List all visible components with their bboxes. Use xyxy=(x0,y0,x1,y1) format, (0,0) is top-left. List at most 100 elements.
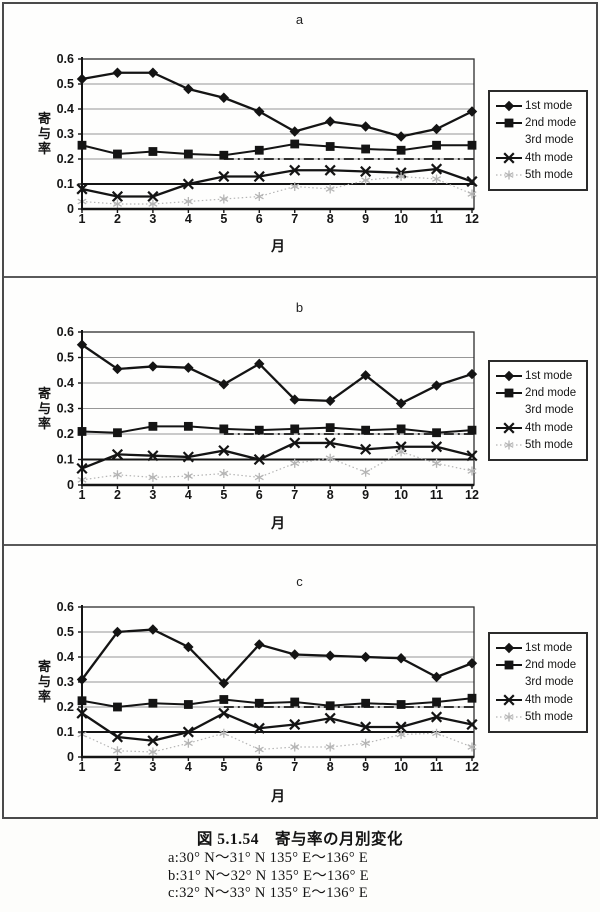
x-tick-label: 3 xyxy=(149,212,156,226)
asterisk-marker xyxy=(396,172,406,181)
asterisk-marker xyxy=(467,742,477,752)
x-marker xyxy=(182,178,194,190)
square-marker xyxy=(113,149,122,159)
asterisk-marker xyxy=(467,466,477,476)
diamond-marker xyxy=(503,370,515,381)
caption-title: 図 5.1.54 寄与率の月別変化 xyxy=(196,831,404,848)
x-marker xyxy=(218,707,230,719)
y-axis-label: 寄与率 xyxy=(36,386,51,432)
x-tick-label: 12 xyxy=(465,488,479,502)
square-marker xyxy=(148,421,158,431)
asterisk-marker xyxy=(396,447,406,457)
x-marker xyxy=(253,722,265,734)
x-tick-label: 1 xyxy=(79,212,86,226)
legend-marker-square-icon xyxy=(496,388,522,398)
y-tick-label: 0.6 xyxy=(57,52,74,66)
x-marker xyxy=(466,175,478,188)
series-5th-mode xyxy=(77,172,477,209)
asterisk-marker xyxy=(290,182,300,191)
legend-label: 3rd mode xyxy=(525,404,574,417)
x-tick-label: 12 xyxy=(465,760,479,774)
square-marker xyxy=(467,140,477,150)
x-tick-label: 5 xyxy=(220,488,227,502)
legend-entry-2nd-mode: 2nd mode xyxy=(495,114,582,131)
x-tick-label: 8 xyxy=(327,212,334,226)
legend-entry-3rd-mode: 3rd mode xyxy=(495,402,582,419)
legend-marker-blank xyxy=(495,133,523,147)
diamond-marker xyxy=(289,126,300,137)
x-marker xyxy=(324,712,336,724)
x-tick-label: 7 xyxy=(291,488,298,502)
series-2nd-mode xyxy=(77,139,477,160)
square-marker xyxy=(504,388,514,398)
x-marker xyxy=(430,711,443,723)
diamond-marker xyxy=(289,649,300,660)
diamond-marker xyxy=(147,361,159,372)
series-2nd-mode xyxy=(77,421,477,438)
legend-marker-square-icon xyxy=(496,660,522,670)
x-marker xyxy=(324,437,336,449)
caption-line-c: c:32° N～33° N 135° E～136° E xyxy=(168,885,369,901)
y-tick-label: 0.5 xyxy=(57,351,74,365)
diamond-marker xyxy=(254,106,265,117)
x-marker xyxy=(360,721,372,733)
horizontal-rules xyxy=(82,158,474,185)
x-tick-label: 4 xyxy=(185,760,192,774)
square-marker xyxy=(219,150,229,160)
legend-entry-2nd-mode: 2nd mode xyxy=(495,384,582,401)
asterisk-marker xyxy=(148,747,158,757)
x-marker xyxy=(147,450,159,462)
square-marker xyxy=(254,425,264,435)
diamond-marker xyxy=(360,121,371,132)
series-1st-mode xyxy=(76,339,478,409)
legend-label: 2nd mode xyxy=(525,659,577,672)
x-tick-label: 9 xyxy=(362,212,369,226)
legend-entry-1st-mode: 1st mode xyxy=(495,367,582,384)
x-tick-label: 4 xyxy=(185,212,192,226)
y-tick-label: 0.2 xyxy=(57,700,74,714)
y-tick-label: 0.6 xyxy=(57,600,74,614)
asterisk-marker xyxy=(254,472,264,482)
legend-label: 2nd mode xyxy=(525,117,577,130)
legend-label: 1st mode xyxy=(525,641,573,654)
series-1st-mode xyxy=(76,67,478,142)
x-axis-label: 月 xyxy=(271,788,285,804)
diamond-marker xyxy=(503,100,515,111)
square-marker xyxy=(219,424,229,434)
x-marker xyxy=(111,190,124,203)
y-tick-label: 0.2 xyxy=(57,427,74,441)
legend-box: 1st mode 2nd mode 3rd mode 4th mode 5th mode xyxy=(488,90,588,191)
asterisk-marker xyxy=(504,170,514,180)
horizontal-rules xyxy=(82,706,474,733)
x-tick-label: 9 xyxy=(362,760,369,774)
legend-entry-4th-mode: 4th mode xyxy=(495,419,582,436)
asterisk-marker xyxy=(361,467,371,477)
x-marker xyxy=(395,721,407,733)
asterisk-marker xyxy=(290,458,300,468)
asterisk-marker xyxy=(467,189,477,199)
x-marker xyxy=(503,694,515,706)
x-tick-label: 3 xyxy=(149,760,156,774)
square-marker xyxy=(432,140,441,150)
y-tick-label: 0.1 xyxy=(57,725,74,739)
square-marker xyxy=(504,660,514,670)
diamond-marker xyxy=(254,639,265,650)
tick-marks xyxy=(78,331,473,489)
x-marker xyxy=(182,451,194,463)
asterisk-marker xyxy=(183,197,193,206)
x-tick-label: 3 xyxy=(149,488,156,502)
legend-entry-5th-mode: 5th mode xyxy=(495,437,582,454)
y-tick-label: 0.3 xyxy=(57,675,74,689)
square-marker xyxy=(325,701,335,711)
square-marker xyxy=(361,698,371,708)
asterisk-marker xyxy=(325,453,335,463)
x-marker xyxy=(218,444,230,457)
diamond-marker xyxy=(147,67,159,78)
diamond-marker xyxy=(183,83,194,95)
x-tick-label: 7 xyxy=(291,212,298,226)
diamond-marker xyxy=(324,116,336,127)
legend-box: 1st mode 2nd mode 3rd mode 4th mode 5th mode xyxy=(488,360,588,461)
x-tick-label: 6 xyxy=(256,212,263,226)
legend-label: 4th mode xyxy=(525,421,573,434)
